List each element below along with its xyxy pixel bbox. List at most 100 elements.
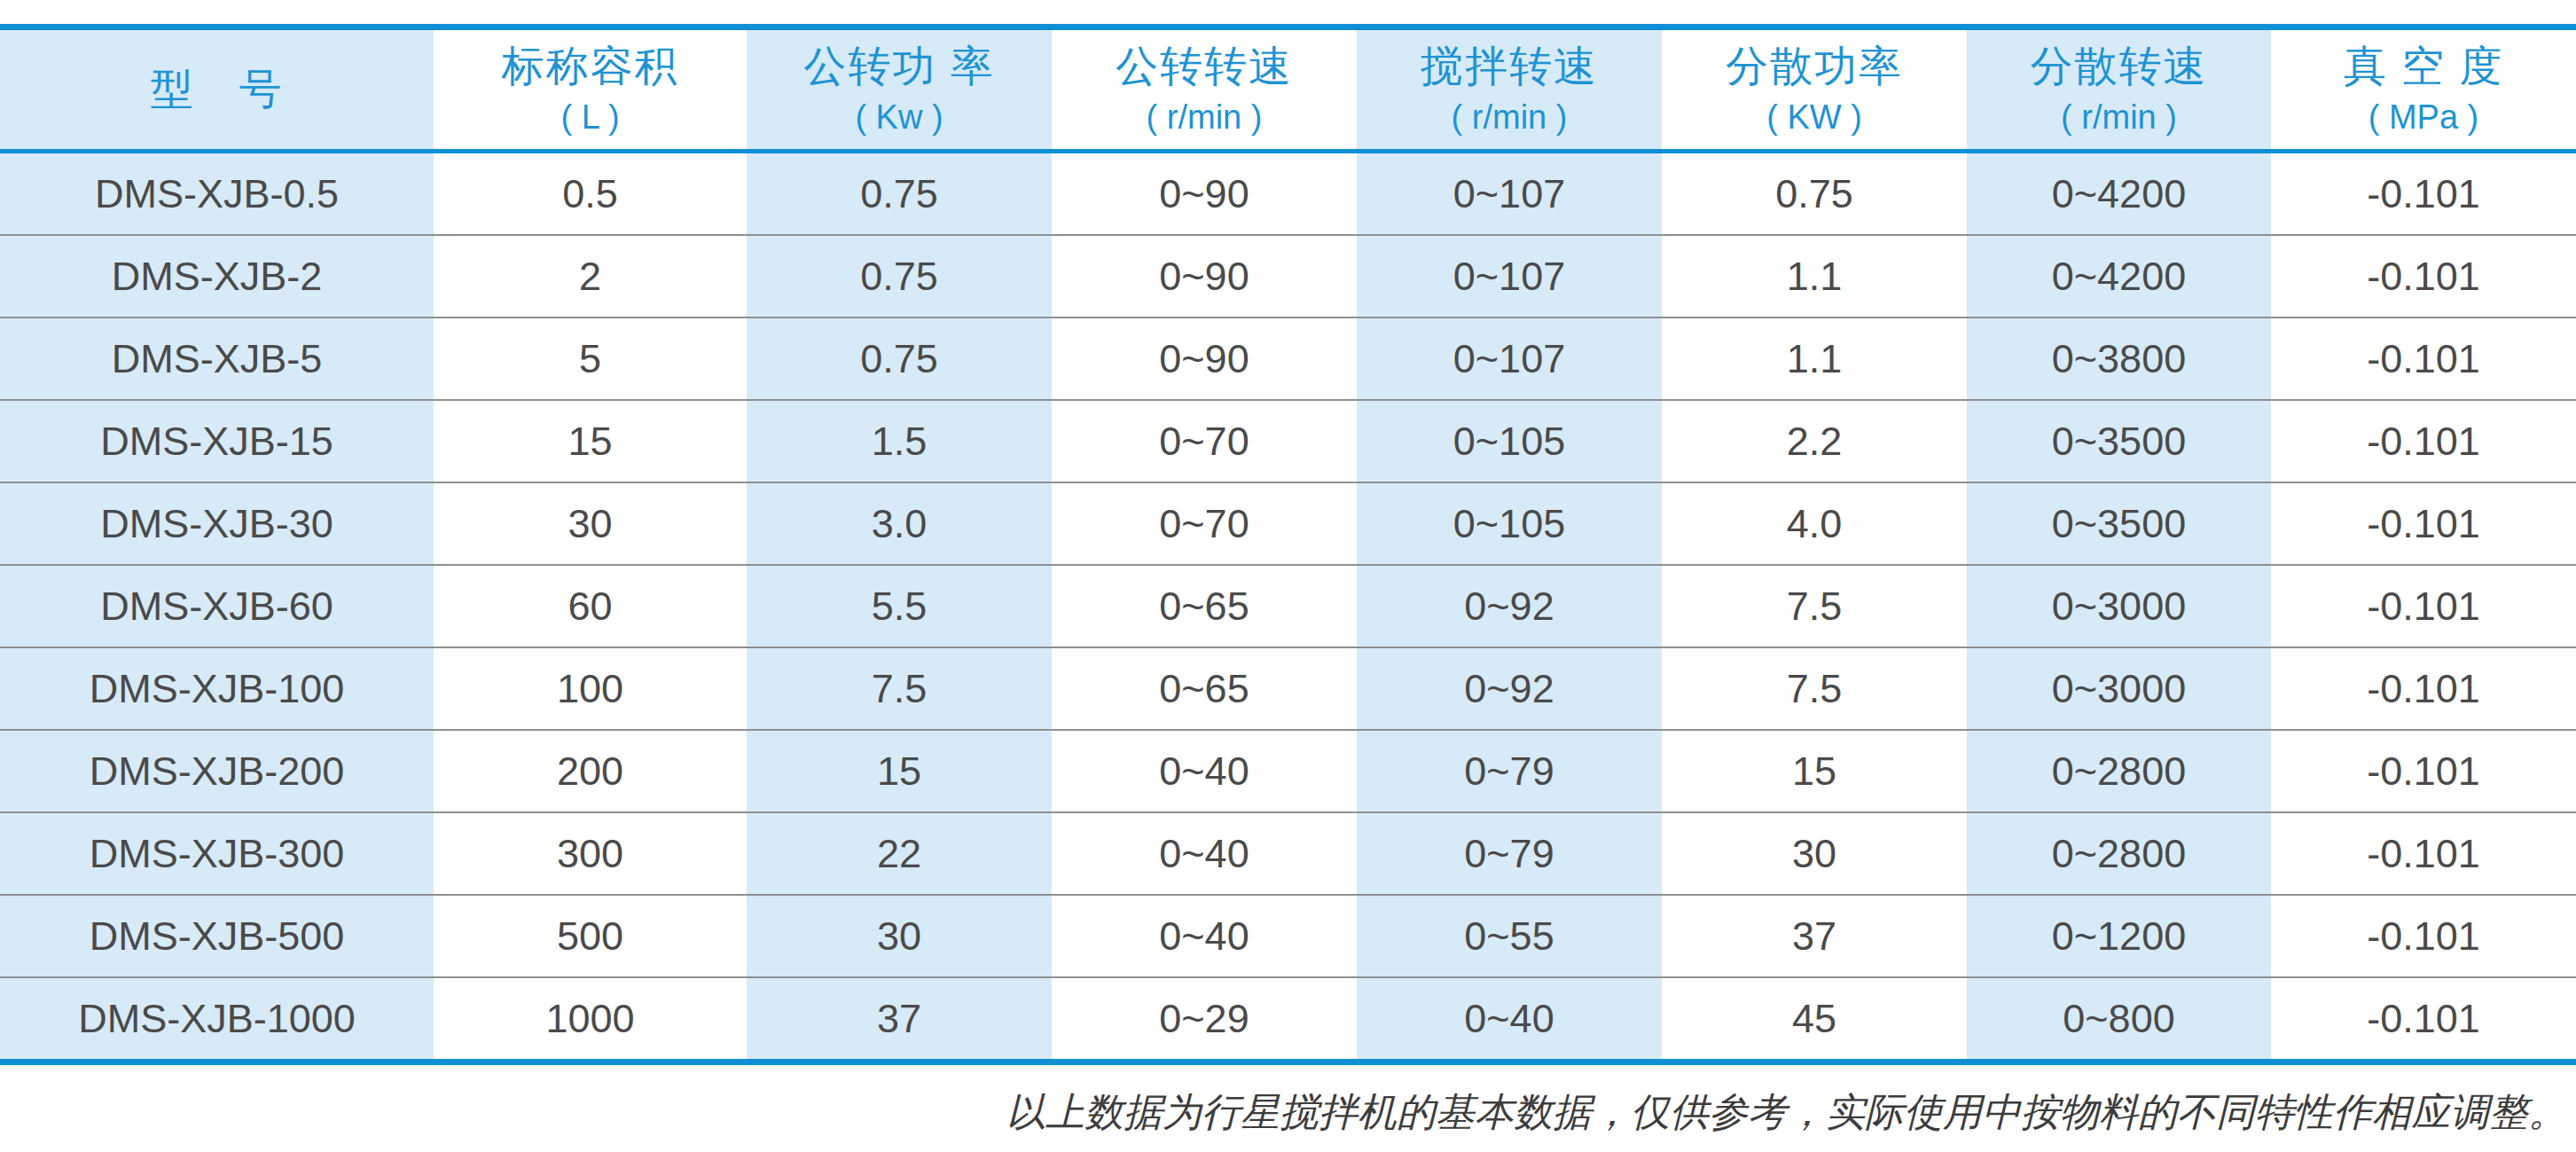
column-header-unit: ( Kw )	[855, 94, 943, 140]
value-cell: 0.75	[747, 235, 1052, 317]
table-row: DMS-XJB-500500300~400~55370~1200-0.101	[0, 895, 2576, 977]
value-cell: 0~29	[1052, 977, 1357, 1059]
value-cell: 0~79	[1357, 812, 1662, 895]
column-header: 分散功率( KW )	[1662, 30, 1967, 152]
column-header-label: 标称容积	[502, 39, 679, 94]
value-cell: 0~40	[1052, 895, 1357, 977]
value-cell: 0~3500	[1967, 482, 2271, 565]
column-header-label: 型 号	[151, 62, 284, 117]
value-cell: 37	[747, 977, 1052, 1059]
table-row: DMS-XJB-10001000370~290~40450~800-0.101	[0, 977, 2576, 1059]
table-row: DMS-XJB-30303.00~700~1054.00~3500-0.101	[0, 482, 2576, 565]
value-cell: 0~107	[1357, 317, 1662, 400]
value-cell: 2.2	[1662, 400, 1967, 482]
value-cell: -0.101	[2271, 977, 2576, 1059]
column-header-label: 搅拌转速	[1421, 39, 1598, 94]
value-cell: 4.0	[1662, 482, 1967, 565]
value-cell: 37	[1662, 895, 1967, 977]
value-cell: 5.5	[747, 565, 1052, 647]
model-cell: DMS-XJB-2	[0, 235, 434, 317]
model-cell: DMS-XJB-0.5	[0, 152, 434, 236]
value-cell: 0~2800	[1967, 730, 2271, 812]
value-cell: 0~4200	[1967, 235, 2271, 317]
value-cell: 0~70	[1052, 482, 1357, 565]
value-cell: 30	[434, 482, 747, 565]
value-cell: 15	[434, 400, 747, 482]
value-cell: 1.1	[1662, 317, 1967, 400]
value-cell: 5	[434, 317, 747, 400]
column-header-unit: ( r/min )	[1452, 94, 1568, 140]
column-header: 标称容积( L )	[434, 30, 747, 152]
value-cell: 0~105	[1357, 482, 1662, 565]
top-border	[0, 24, 2576, 30]
table-row: DMS-XJB-60605.50~650~927.50~3000-0.101	[0, 565, 2576, 647]
value-cell: 30	[1662, 812, 1967, 895]
value-cell: -0.101	[2271, 400, 2576, 482]
column-header-label: 分散转速	[2031, 39, 2208, 94]
value-cell: -0.101	[2271, 895, 2576, 977]
model-cell: DMS-XJB-500	[0, 895, 434, 977]
value-cell: 1.1	[1662, 235, 1967, 317]
model-cell: DMS-XJB-300	[0, 812, 434, 895]
value-cell: 0~2800	[1967, 812, 2271, 895]
value-cell: 0.75	[1662, 152, 1967, 236]
value-cell: 300	[434, 812, 747, 895]
value-cell: 0~92	[1357, 565, 1662, 647]
column-header-label: 真 空 度	[2344, 39, 2504, 94]
value-cell: 0~65	[1052, 565, 1357, 647]
value-cell: 0.75	[747, 317, 1052, 400]
value-cell: 7.5	[1662, 647, 1967, 730]
value-cell: 22	[747, 812, 1052, 895]
model-cell: DMS-XJB-200	[0, 730, 434, 812]
value-cell: 500	[434, 895, 747, 977]
value-cell: 2	[434, 235, 747, 317]
column-header-unit: ( MPa )	[2369, 94, 2479, 140]
column-header: 分散转速( r/min )	[1967, 30, 2271, 152]
value-cell: 0~3500	[1967, 400, 2271, 482]
value-cell: -0.101	[2271, 647, 2576, 730]
value-cell: -0.101	[2271, 812, 2576, 895]
value-cell: 60	[434, 565, 747, 647]
value-cell: 0.5	[434, 152, 747, 236]
value-cell: 0~3800	[1967, 317, 2271, 400]
table-body: DMS-XJB-0.50.50.750~900~1070.750~4200-0.…	[0, 152, 2576, 1060]
model-cell: DMS-XJB-30	[0, 482, 434, 565]
value-cell: 0~79	[1357, 730, 1662, 812]
table-row: DMS-XJB-550.750~900~1071.10~3800-0.101	[0, 317, 2576, 400]
value-cell: 0~90	[1052, 317, 1357, 400]
column-header: 搅拌转速( r/min )	[1357, 30, 1662, 152]
column-header: 公转功 率( Kw )	[747, 30, 1052, 152]
value-cell: -0.101	[2271, 565, 2576, 647]
table-row: DMS-XJB-300300220~400~79300~2800-0.101	[0, 812, 2576, 895]
value-cell: 15	[747, 730, 1052, 812]
column-header-unit: ( r/min )	[2061, 94, 2177, 140]
value-cell: 0~65	[1052, 647, 1357, 730]
value-cell: 0~800	[1967, 977, 2271, 1059]
value-cell: 0~40	[1052, 812, 1357, 895]
column-header: 型 号	[0, 30, 434, 152]
column-header-label: 公转转速	[1116, 39, 1293, 94]
value-cell: 0~70	[1052, 400, 1357, 482]
column-header-label: 公转功 率	[803, 39, 994, 94]
value-cell: -0.101	[2271, 730, 2576, 812]
model-cell: DMS-XJB-60	[0, 565, 434, 647]
table-row: DMS-XJB-220.750~900~1071.10~4200-0.101	[0, 235, 2576, 317]
column-header: 公转转速( r/min )	[1052, 30, 1357, 152]
table-row: DMS-XJB-200200150~400~79150~2800-0.101	[0, 730, 2576, 812]
header-row: 型 号标称容积( L )公转功 率( Kw )公转转速( r/min )搅拌转速…	[0, 30, 2576, 152]
value-cell: 0~40	[1052, 730, 1357, 812]
value-cell: 1.5	[747, 400, 1052, 482]
spec-table: 型 号标称容积( L )公转功 率( Kw )公转转速( r/min )搅拌转速…	[0, 30, 2576, 1059]
value-cell: 0~105	[1357, 400, 1662, 482]
model-cell: DMS-XJB-100	[0, 647, 434, 730]
column-header-unit: ( KW )	[1766, 94, 1862, 140]
value-cell: 0.75	[747, 152, 1052, 236]
model-cell: DMS-XJB-5	[0, 317, 434, 400]
value-cell: 1000	[434, 977, 747, 1059]
value-cell: 0~1200	[1967, 895, 2271, 977]
value-cell: 7.5	[1662, 565, 1967, 647]
table-row: DMS-XJB-15151.50~700~1052.20~3500-0.101	[0, 400, 2576, 482]
column-header: 真 空 度( MPa )	[2271, 30, 2576, 152]
value-cell: 3.0	[747, 482, 1052, 565]
footnote: 以上数据为行星搅拌机的基本数据，仅供参考，实际使用中按物料的不同特性作相应调整。	[0, 1088, 2576, 1138]
